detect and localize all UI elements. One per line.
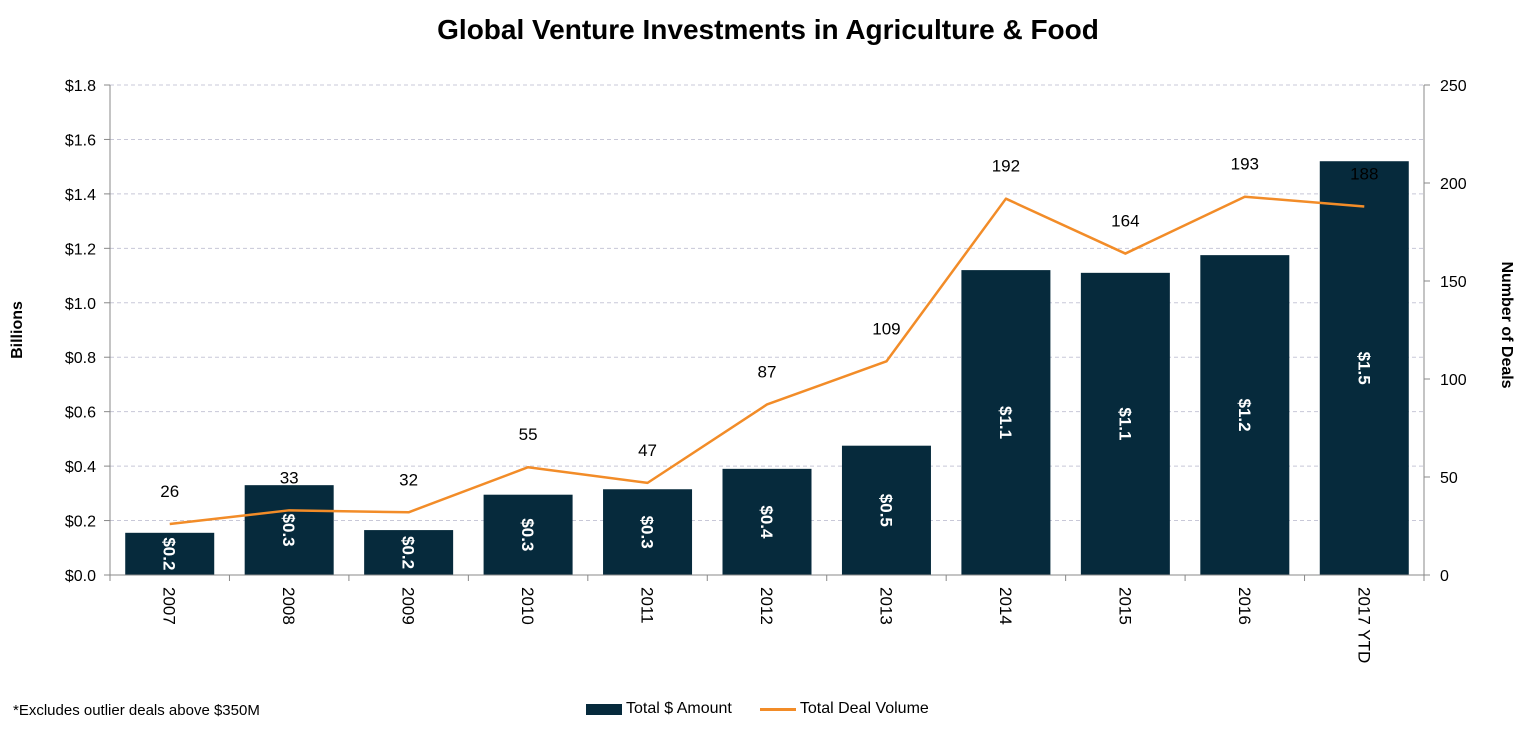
y-axis-title: Billions — [9, 301, 26, 359]
bar-value-label: $0.2 — [399, 536, 418, 569]
legend-label-amount: Total $ Amount — [626, 700, 732, 717]
bar — [125, 532, 215, 575]
line-value-label: 32 — [399, 470, 418, 489]
y-tick-label: $1.6 — [65, 132, 96, 149]
line-value-label: 33 — [280, 468, 299, 487]
y2-tick-label: 50 — [1440, 470, 1458, 487]
y-tick-label: $1.8 — [65, 78, 96, 95]
x-tick-label: 2009 — [399, 587, 418, 625]
footnote: *Excludes outlier deals above $350M — [13, 702, 260, 719]
bar — [603, 489, 693, 575]
axes: $0.0 $0.2 $0.4 $0.6 $0.8 $1.0 $1.2 $1.4 $1.6 $1.8… — [9, 78, 1515, 663]
bar — [961, 270, 1051, 575]
bar — [1080, 272, 1170, 575]
y2-tick-label: 0 — [1440, 568, 1449, 585]
x-tick-label: 2012 — [757, 587, 776, 625]
bar — [364, 530, 454, 575]
legend-label-volume: Total Deal Volume — [799, 700, 929, 717]
bar-series — [125, 161, 1409, 575]
legend: Total $ Amount Total Deal Volume — [586, 700, 957, 718]
y2-tick-label: 250 — [1440, 78, 1467, 95]
chart-title: Global Venture Investments in Agricultur… — [437, 14, 1099, 45]
y-tick-label: $0.0 — [65, 568, 96, 585]
y-tick-label: $1.0 — [65, 296, 96, 313]
y2-tick-label: 100 — [1440, 372, 1467, 389]
legend-swatch-line — [759, 707, 796, 711]
bar — [1200, 255, 1290, 575]
y-tick-label: $0.4 — [65, 459, 96, 476]
x-tick-label: 2008 — [279, 587, 298, 625]
y2-tick-label: 200 — [1440, 176, 1467, 193]
line-value-label: 47 — [638, 441, 657, 460]
line-value-label: 164 — [1111, 212, 1139, 231]
x-tick-label: 2017 YTD — [1354, 587, 1373, 663]
line-value-label: 55 — [519, 425, 538, 444]
line-value-label: 109 — [872, 319, 900, 338]
x-tick-label: 2014 — [996, 587, 1015, 625]
bar-value-label: $0.5 — [876, 494, 895, 527]
y2-tick-label: 150 — [1440, 274, 1467, 291]
bar — [483, 494, 573, 575]
line-value-label: 87 — [758, 362, 777, 381]
bar-value-label: $0.2 — [160, 537, 179, 570]
line-value-label: 26 — [160, 482, 179, 501]
bar-value-label: $0.4 — [757, 505, 776, 539]
bar-value-label: $1.1 — [996, 406, 1015, 439]
line-series — [169, 195, 1365, 526]
x-tick-label: 2010 — [518, 587, 537, 625]
y-tick-label: $0.6 — [65, 405, 96, 422]
bar-value-label: $0.3 — [279, 514, 298, 547]
x-tick-label: 2016 — [1235, 587, 1254, 625]
y-tick-label: $0.2 — [65, 514, 96, 531]
line-value-label: 192 — [992, 157, 1020, 176]
legend-item-volume: Total Deal Volume — [759, 700, 929, 718]
line-value-label: 193 — [1231, 155, 1259, 174]
bar-value-label: $1.2 — [1235, 399, 1254, 432]
x-tick-label: 2007 — [160, 587, 179, 625]
bar-value-label: $0.3 — [518, 518, 537, 551]
bar — [722, 468, 812, 575]
bar — [841, 445, 931, 575]
bar-value-label: $0.3 — [638, 516, 657, 549]
x-tick-label: 2013 — [876, 587, 895, 625]
bar-value-label: $1.5 — [1354, 352, 1373, 385]
legend-item-amount: Total $ Amount — [586, 700, 732, 718]
y-tick-label: $0.8 — [65, 350, 96, 367]
y-tick-label: $1.4 — [65, 187, 96, 204]
x-tick-label: 2011 — [638, 587, 657, 624]
bar — [244, 485, 334, 575]
bar — [1319, 161, 1409, 575]
x-tick-label: 2015 — [1115, 587, 1134, 625]
line-value-label: 188 — [1350, 165, 1378, 184]
y-tick-label: $1.2 — [65, 241, 96, 258]
data-labels: $0.2 $0.3 $0.2 $0.3 $0.3 $0.4 $0.5 $1.1 $1.1 $1.2… — [160, 155, 1379, 571]
bar-value-label: $1.1 — [1115, 407, 1134, 440]
legend-swatch-bar — [586, 703, 622, 715]
y2-axis-title: Number of Deals — [1498, 261, 1515, 388]
